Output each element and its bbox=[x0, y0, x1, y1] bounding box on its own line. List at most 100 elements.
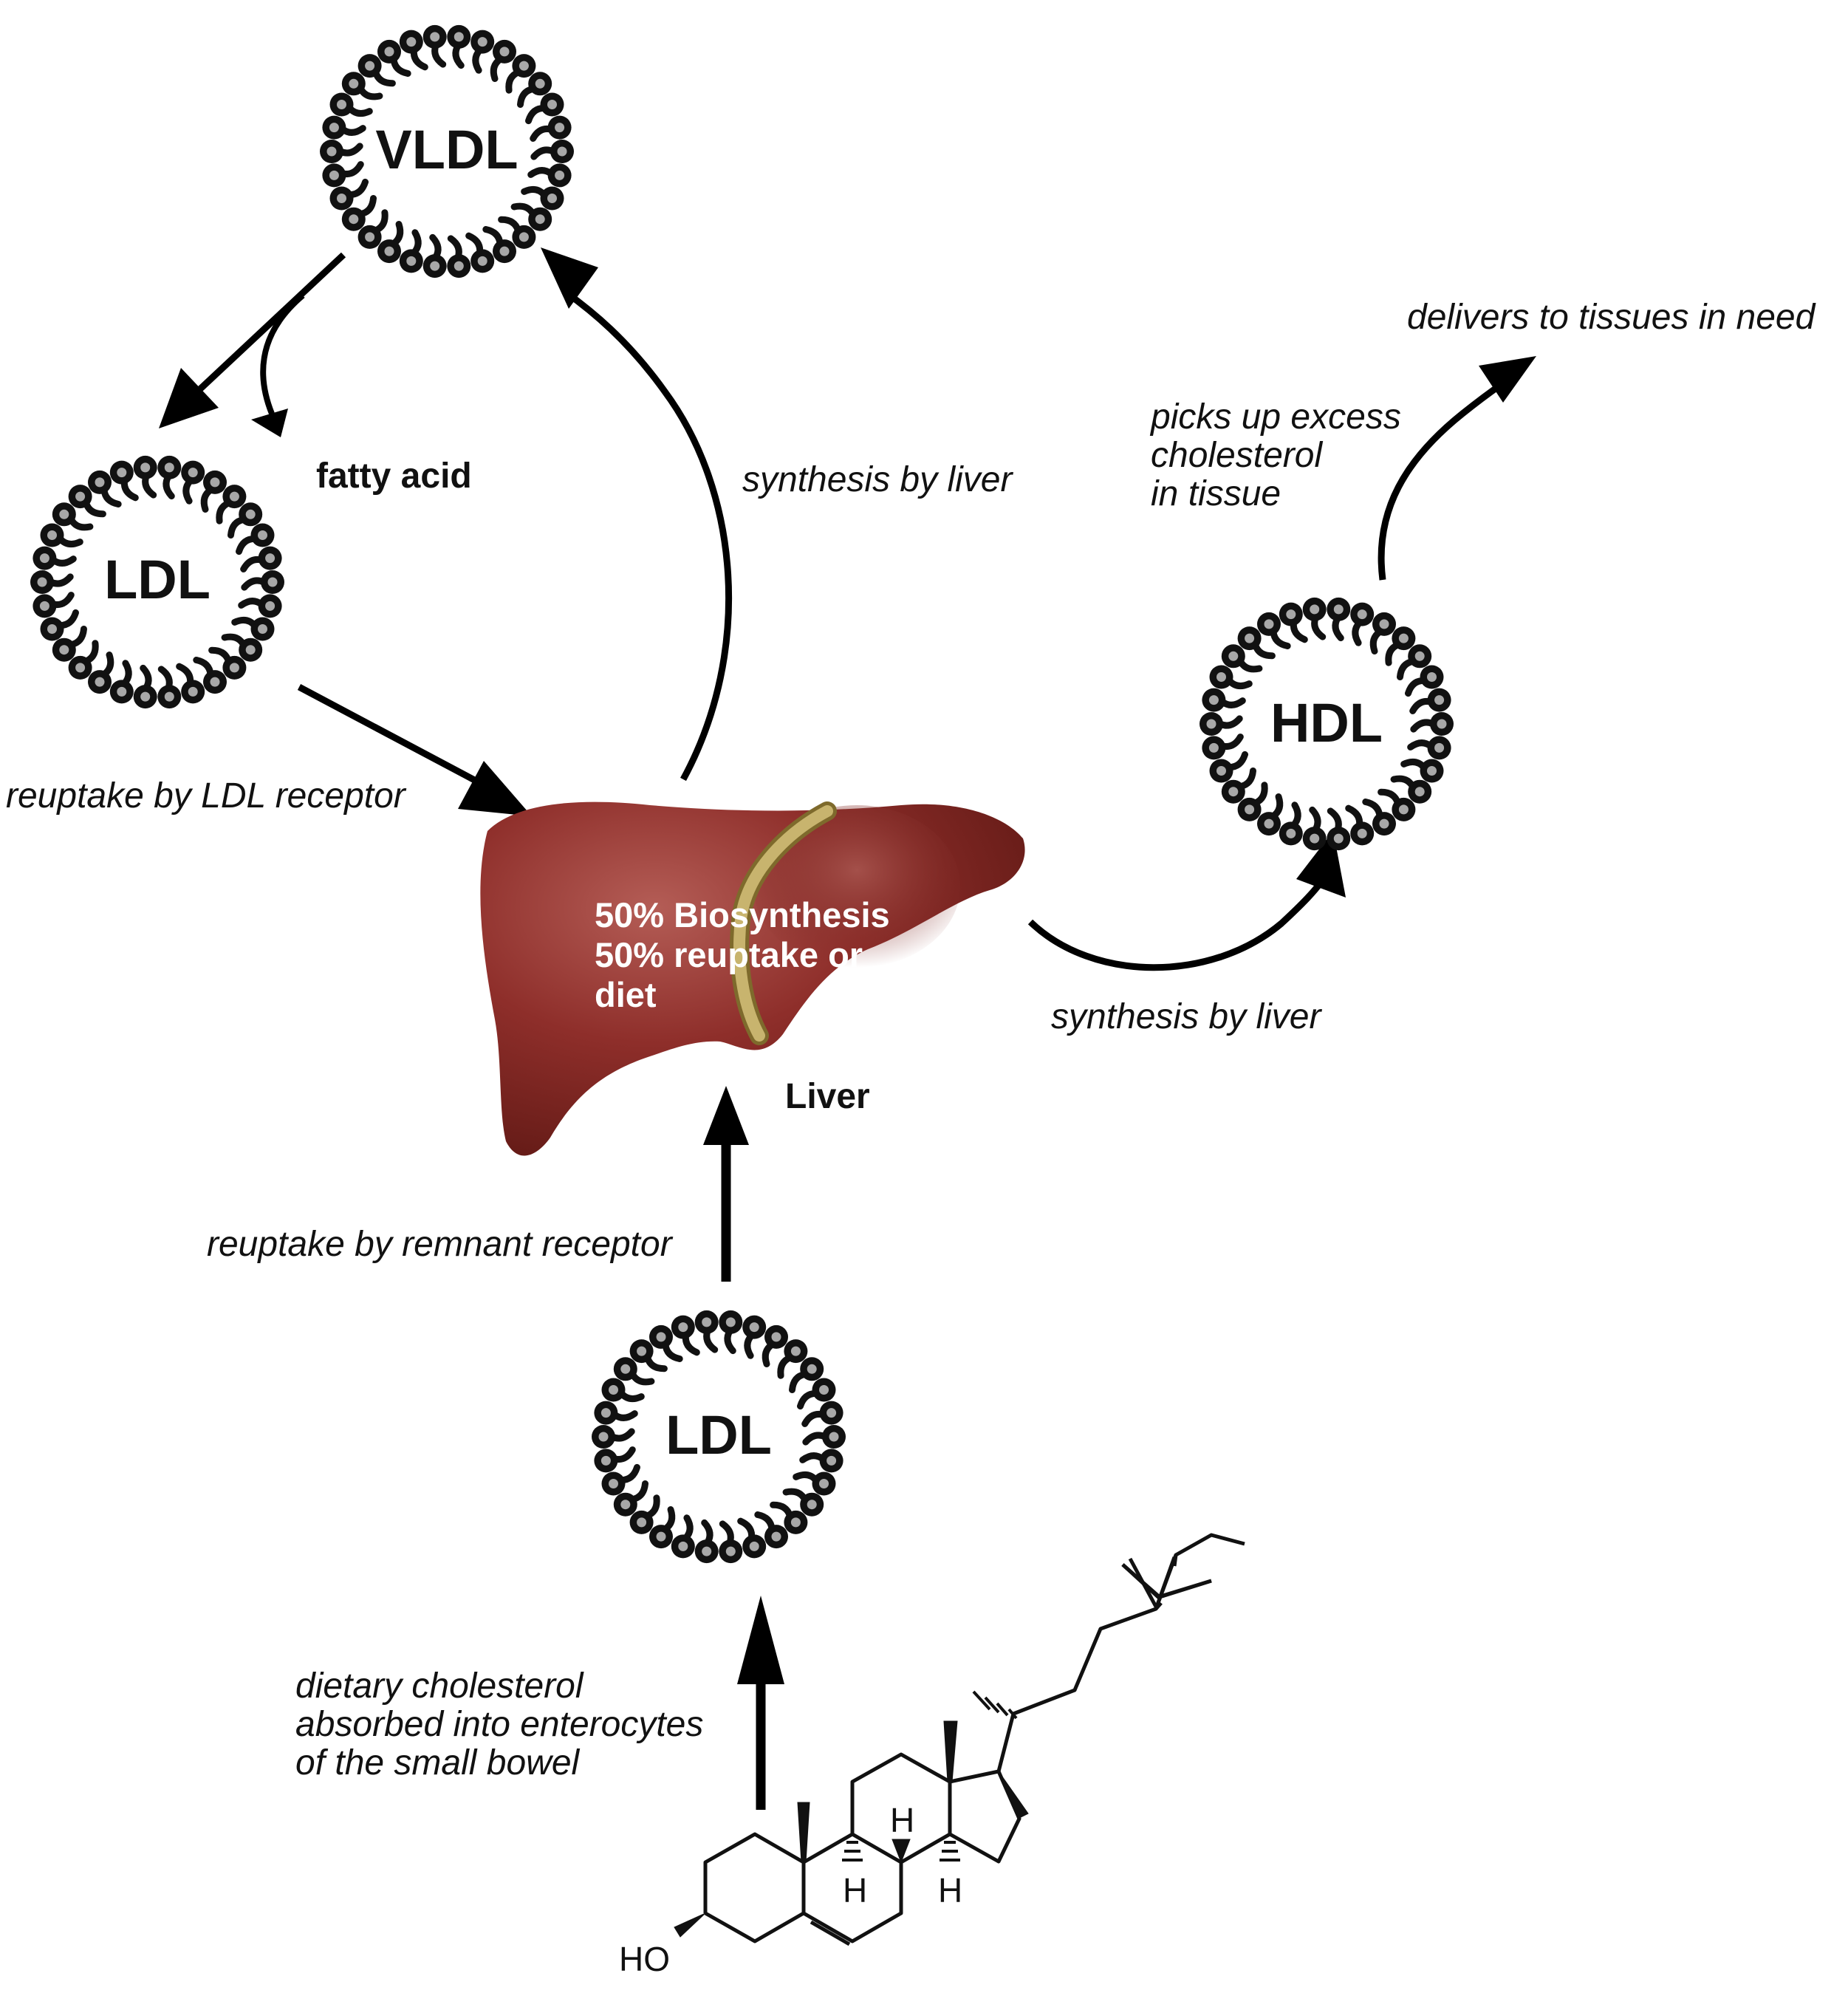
lipid-tail bbox=[1270, 793, 1284, 820]
phospholipid-dot bbox=[454, 32, 464, 42]
lipid-tail bbox=[390, 221, 404, 247]
phospholipid-dot bbox=[337, 100, 346, 109]
lipid-tail bbox=[231, 616, 259, 629]
phospholipid-dot bbox=[477, 37, 487, 47]
lipid-tail bbox=[472, 47, 483, 74]
dietary-line-1: dietary cholesterol bbox=[295, 1666, 584, 1706]
terminal-branch-1 bbox=[1154, 1556, 1177, 1610]
arrowhead-to-ldl-bottom bbox=[737, 1596, 784, 1684]
phospholipid-dot bbox=[365, 232, 375, 242]
phospholipid-dot bbox=[1264, 818, 1274, 829]
phospholipid-dot bbox=[656, 1531, 666, 1542]
phospholipid-dot bbox=[1208, 695, 1219, 705]
reuptake-remnant-label: reuptake by remnant receptor bbox=[207, 1225, 674, 1264]
dietary-line-2: absorbed into enterocytes bbox=[295, 1705, 703, 1744]
phospholipid-dot bbox=[384, 246, 394, 256]
stereo-bonds bbox=[674, 1690, 1029, 1938]
picks-up-line-3: in tissue bbox=[1151, 474, 1281, 513]
lipid-tail bbox=[1225, 677, 1253, 690]
phospholipid-dot bbox=[600, 1408, 611, 1418]
phospholipid-dot bbox=[59, 645, 69, 655]
phospholipid-dot bbox=[807, 1364, 817, 1374]
lipid-tail bbox=[221, 633, 247, 649]
ho-label: HO bbox=[619, 1940, 670, 1978]
phospholipid-dot bbox=[535, 78, 545, 89]
phospholipid-dot bbox=[365, 61, 375, 71]
phospholipid-dot bbox=[1357, 609, 1367, 620]
synthesis-hdl-label: synthesis by liver bbox=[1051, 997, 1322, 1036]
hdl-label: HDL bbox=[1270, 692, 1383, 753]
phospholipid-dot bbox=[749, 1322, 759, 1333]
phospholipid-dot bbox=[678, 1541, 688, 1551]
phospholipid-dot bbox=[140, 462, 151, 473]
bead-ring bbox=[30, 455, 284, 709]
phospholipid-dot bbox=[117, 686, 127, 697]
bead-ring bbox=[1200, 597, 1454, 851]
phospholipid-dot bbox=[1414, 651, 1425, 661]
lipid-tail bbox=[744, 1332, 755, 1359]
methyl-wedge-c13 bbox=[943, 1720, 958, 1782]
ho-wedge bbox=[674, 1912, 706, 1938]
phospholipid-dot bbox=[519, 61, 529, 71]
lipid-tail bbox=[100, 652, 114, 678]
phospholipid-dot bbox=[47, 530, 57, 540]
phospholipid-dot bbox=[117, 468, 127, 478]
phospholipid-dot bbox=[164, 691, 174, 702]
phospholipid-dot bbox=[702, 1317, 712, 1327]
phospholipid-dot bbox=[430, 261, 440, 271]
arrow-vldl-to-ldl bbox=[191, 252, 346, 398]
ring-b bbox=[802, 1832, 903, 1944]
phospholipid-dot bbox=[609, 1479, 618, 1488]
phospholipid-dot bbox=[1216, 766, 1226, 776]
phospholipid-dot bbox=[637, 1517, 647, 1528]
phospholipid-dot bbox=[555, 170, 565, 180]
lipid-tail bbox=[182, 477, 194, 505]
phospholipid-dot bbox=[210, 677, 220, 687]
arrow-liver-to-vldl bbox=[563, 289, 733, 782]
phospholipid-dot bbox=[827, 1408, 837, 1418]
phospholipid-dot bbox=[1333, 833, 1344, 844]
phospholipid-dot bbox=[678, 1322, 688, 1333]
lipid-tail bbox=[662, 1506, 676, 1533]
phospholipid-dot bbox=[188, 686, 198, 697]
phospholipid-dot bbox=[656, 1332, 666, 1342]
h-wedge-c8 bbox=[892, 1839, 911, 1864]
phospholipid-dot bbox=[95, 677, 105, 687]
phospholipid-dot bbox=[1398, 633, 1409, 643]
phospholipid-dot bbox=[819, 1385, 829, 1395]
lipid-tail bbox=[1400, 758, 1428, 771]
phospholipid-dot bbox=[771, 1531, 781, 1542]
phospholipid-dot bbox=[702, 1546, 712, 1556]
phospholipid-dot bbox=[1310, 604, 1320, 615]
phospholipid-dot bbox=[265, 553, 276, 564]
lipid-tail bbox=[1237, 657, 1263, 673]
phospholipid-dot bbox=[725, 1546, 736, 1556]
phospholipid-dot bbox=[1398, 804, 1409, 815]
lipid-tail bbox=[346, 104, 373, 117]
lipid-tail bbox=[617, 1389, 645, 1403]
phospholipid-dot bbox=[210, 477, 220, 488]
liver-highlight bbox=[753, 805, 960, 968]
phospholipid-dot bbox=[430, 32, 440, 42]
phospholipid-dot bbox=[1286, 609, 1296, 620]
phospholipid-dot bbox=[1216, 672, 1226, 682]
phospholipid-dot bbox=[258, 624, 267, 634]
side-chain-wedge bbox=[998, 1771, 1029, 1819]
phospholipid-dot bbox=[1437, 719, 1447, 729]
phospholipid-dot bbox=[790, 1346, 801, 1356]
phospholipid-dot bbox=[1206, 719, 1216, 729]
fatty-acid-label: fatty acid bbox=[316, 457, 472, 496]
phospholipid-dot bbox=[39, 553, 49, 564]
phospholipid-dot bbox=[1245, 804, 1255, 815]
h-label-c14: H bbox=[938, 1871, 962, 1910]
phospholipid-dot bbox=[477, 256, 487, 266]
phospholipid-dot bbox=[1357, 828, 1367, 838]
phospholipid-dot bbox=[329, 123, 339, 133]
arrowhead-vldl-to-ldl bbox=[159, 368, 219, 428]
phospholipid-dot bbox=[827, 1455, 837, 1466]
ldl-particle-upper: LDL bbox=[30, 455, 284, 709]
isopropyl-group bbox=[1121, 1563, 1212, 1599]
phospholipid-dot bbox=[600, 1455, 611, 1466]
